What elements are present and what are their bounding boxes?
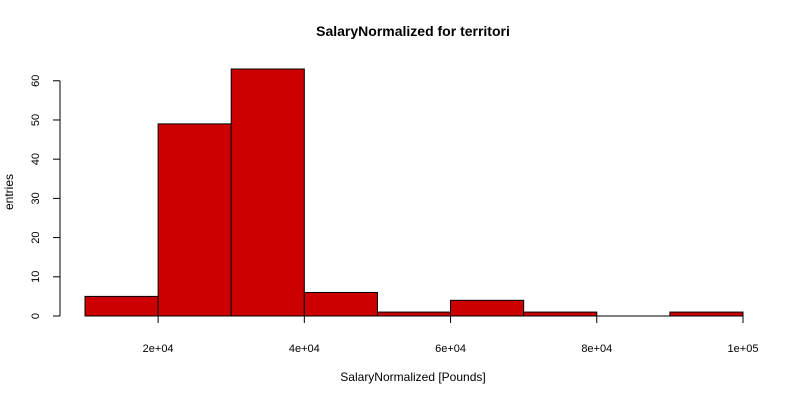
x-axis: 2e+04 4e+04 6e+04 8e+04 1e+05 [143,315,759,355]
chart-title: SalaryNormalized for territori [316,23,510,39]
y-axis: 0 10 20 30 40 50 60 [30,75,61,319]
y-tick-label: 0 [30,313,42,319]
histogram-bar [376,311,452,317]
histogram-bar [523,311,598,317]
x-tick-label: 4e+04 [289,343,320,355]
histogram-bar [157,123,232,317]
x-tick-label: 1e+05 [728,343,759,355]
y-tick-label: 10 [30,271,42,283]
y-tick-label: 60 [30,75,42,87]
x-tick-label: 8e+04 [581,343,612,355]
y-tick-label: 50 [30,114,42,126]
histogram-bar [669,311,744,317]
x-axis-label: SalaryNormalized [Pounds] [340,370,485,384]
histogram-bar [303,291,378,317]
y-tick-label: 40 [30,153,42,165]
histogram-bar [450,299,525,317]
y-axis-label: entries [2,174,16,210]
x-tick-label: 2e+04 [143,343,174,355]
histogram-bar [230,68,305,317]
y-tick-label: 20 [30,231,42,243]
y-tick-label: 30 [30,192,42,204]
bars-group [84,68,744,317]
histogram-bar [84,295,159,317]
x-tick-label: 6e+04 [435,343,466,355]
